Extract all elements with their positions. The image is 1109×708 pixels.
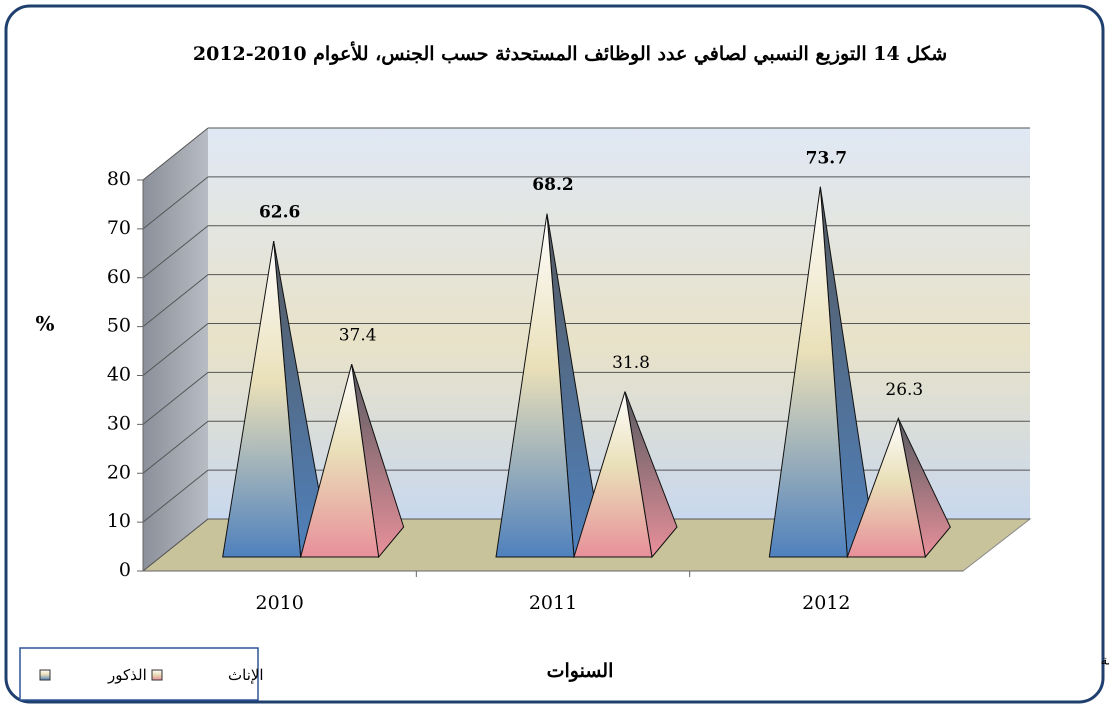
- data-label: 31.8: [612, 353, 650, 373]
- grid-line: [142, 176, 209, 230]
- y-tick-label: 70: [107, 217, 131, 239]
- y-tick-label: 10: [107, 510, 131, 532]
- grid-line: [142, 420, 209, 474]
- grid-line: [142, 518, 209, 572]
- y-tick-label: 80: [107, 168, 131, 190]
- legend: [19, 647, 259, 701]
- legend-label: الذكور: [107, 666, 147, 684]
- y-tick-label: 50: [107, 315, 131, 337]
- grid-line: [142, 371, 209, 425]
- y-axis-label: %: [35, 312, 54, 336]
- x-axis-label: السنوات: [547, 660, 614, 682]
- y-tick-label: 30: [107, 412, 131, 434]
- grid-line: [142, 127, 209, 181]
- y-tick-label: 60: [107, 266, 131, 288]
- x-tick-label: 2010: [255, 592, 303, 614]
- legend-marker: [39, 669, 51, 681]
- pyramid: [222, 240, 302, 558]
- data-label: 37.4: [339, 326, 377, 346]
- grid-line: [142, 323, 209, 376]
- x-tick-label: 2012: [802, 592, 850, 614]
- y-tick-label: 20: [107, 461, 131, 483]
- grid-line: [142, 274, 209, 328]
- pyramid: [573, 391, 653, 558]
- pyramid: [495, 213, 575, 558]
- y-tick-label: 0: [119, 559, 131, 581]
- data-label: 62.6: [259, 203, 300, 223]
- x-tick-label: 2011: [529, 592, 577, 614]
- pyramid: [768, 186, 848, 558]
- chart-title: شكل 14 التوزيع النسبي لصافي عدد الوظائف …: [193, 41, 947, 66]
- legend-marker: [151, 669, 163, 681]
- data-label: 26.3: [885, 380, 923, 400]
- data-label: 68.2: [532, 175, 573, 195]
- grid-line: [142, 225, 209, 279]
- y-tick-label: 40: [107, 364, 131, 386]
- pyramid: [300, 364, 380, 558]
- pyramid: [846, 416, 926, 558]
- data-label: 73.7: [806, 148, 847, 168]
- legend-label: الإناث: [228, 666, 264, 684]
- grid-line: [142, 469, 209, 523]
- source-note: المصدر: مسح فرص العمل المستحدثة، دائرة ا…: [1100, 654, 1109, 669]
